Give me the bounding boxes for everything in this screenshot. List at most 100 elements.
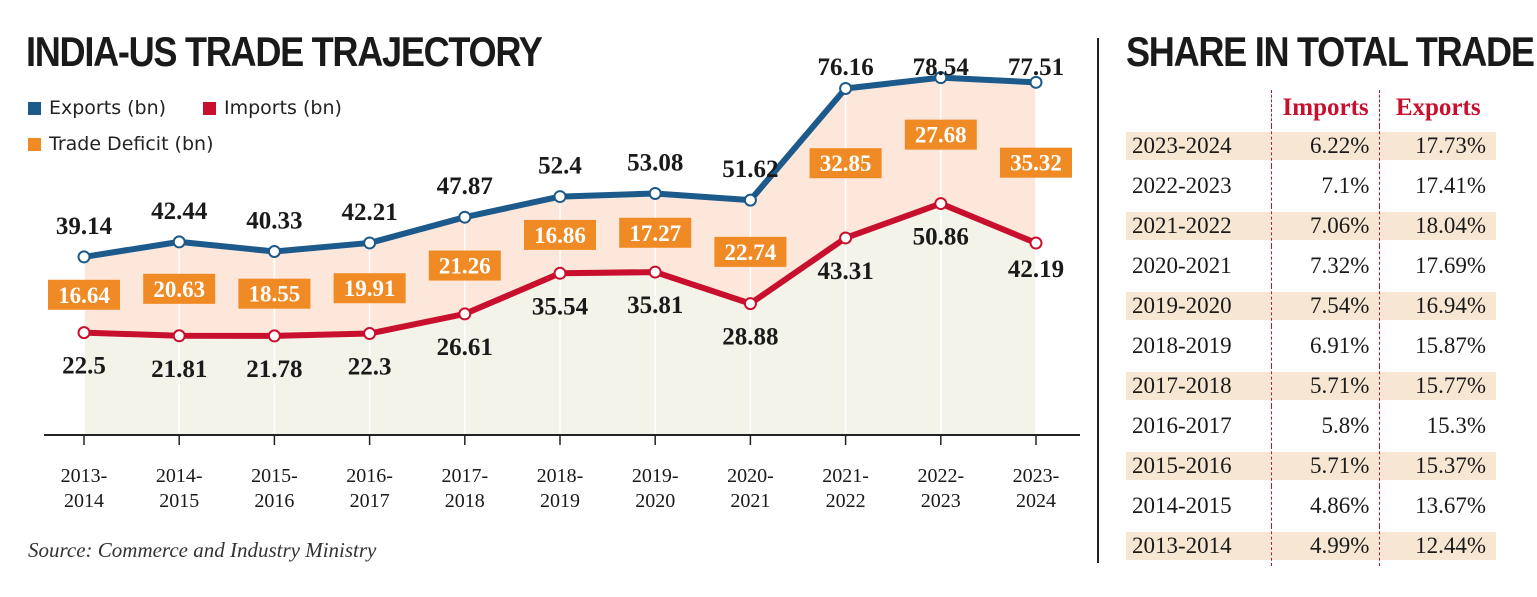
exports-point: [172, 235, 186, 249]
share-row: 2019-2020 7.54% 16.94%: [1126, 286, 1496, 326]
share-header-exports: Exports: [1379, 90, 1496, 126]
imports-data-label: 26.61: [437, 334, 493, 361]
share-row-imports: 5.71%: [1270, 446, 1380, 486]
source-note: Source: Commerce and Industry Ministry: [28, 538, 377, 562]
share-row-exports: 18.04%: [1379, 206, 1496, 246]
deficit-box: [333, 273, 406, 304]
legend-imports-swatch: [203, 101, 216, 115]
deficit-data-label: 27.68: [915, 123, 967, 148]
x-tick-label-line: 2021-: [822, 465, 869, 487]
x-tick-label-line: 2015-: [251, 465, 298, 487]
imports-point: [363, 327, 377, 341]
exports-data-label: 78.54: [913, 54, 970, 81]
x-tick-label: 2017- 2018: [441, 465, 488, 512]
imports-point: [743, 297, 757, 311]
x-tick-label: 2015- 2016: [251, 465, 298, 512]
exports-data-label: 47.87: [437, 173, 493, 200]
x-tick-label-line: 2023: [921, 490, 961, 512]
x-tick-label-line: 2022-: [917, 465, 964, 487]
x-tick-label: 2019- 2020: [632, 465, 679, 512]
x-tick-label-line: 2020: [635, 490, 675, 512]
deficit-data-label: 20.63: [153, 277, 205, 302]
share-row: 2015-2016 5.71% 15.37%: [1126, 446, 1496, 486]
deficit-data-label: 17.27: [629, 221, 681, 246]
legend-deficit: Trade Deficit (bn): [28, 133, 214, 155]
exports-point: [934, 71, 948, 85]
x-tick-label-line: 2018: [445, 490, 485, 512]
x-tick-label-line: 2016-: [346, 465, 393, 487]
exports-data-label: 42.21: [341, 199, 397, 226]
exports-point: [743, 193, 757, 207]
x-tick-label-line: 2022: [826, 490, 866, 512]
deficit-data-label: 16.64: [58, 283, 110, 308]
share-row: 2022-2023 7.1% 17.41%: [1126, 166, 1496, 206]
share-row-exports: 16.94%: [1379, 286, 1496, 326]
chart-title: INDIA-US TRADE TRAJECTORY: [26, 28, 543, 75]
share-table-title: SHARE IN TOTAL TRADE: [1126, 28, 1535, 75]
share-row-year: 2020-2021: [1132, 253, 1232, 278]
share-row-year: 2021-2022: [1126, 206, 1272, 246]
imports-data-label: 50.86: [913, 224, 969, 251]
share-row-imports: 7.06%: [1270, 206, 1380, 246]
share-row-exports: 15.37%: [1379, 446, 1496, 486]
deficit-box: [428, 250, 501, 281]
share-row: 2023-2024 6.22% 17.73%: [1126, 126, 1496, 166]
imports-point: [172, 329, 186, 343]
x-tick-label: 2014- 2015: [156, 465, 203, 512]
x-tick-label: 2020- 2021: [727, 465, 774, 512]
x-tick-label: 2023- 2024: [1013, 465, 1060, 512]
deficit-data-label: 22.74: [725, 240, 777, 265]
share-row-exports: 15.3%: [1379, 406, 1496, 446]
x-tick-label-line: 2015: [159, 490, 199, 512]
share-row-year: 2017-2018: [1126, 366, 1272, 406]
imports-data-label: 42.19: [1008, 256, 1064, 283]
exports-point: [77, 250, 91, 264]
deficit-data-label: 32.85: [820, 151, 872, 176]
imports-point: [1029, 236, 1043, 250]
share-row: 2020-2021 7.32% 17.69%: [1126, 246, 1496, 286]
imports-point: [77, 326, 91, 340]
x-tick-label: 2013- 2014: [61, 465, 108, 512]
x-tick-label-line: 2017-: [441, 465, 488, 487]
exports-data-label: 39.14: [56, 213, 113, 240]
x-tick-label-line: 2018-: [537, 465, 584, 487]
exports-data-label: 40.33: [246, 207, 302, 234]
share-row-exports: 12.44%: [1379, 526, 1496, 566]
share-row-imports: 5.71%: [1270, 366, 1380, 406]
share-row-year: 2015-2016: [1126, 446, 1272, 486]
exports-data-label: 77.51: [1008, 54, 1064, 81]
x-tick-label-line: 2019: [540, 490, 580, 512]
x-tick-label-line: 2024: [1016, 490, 1056, 512]
share-row-year: 2022-2023: [1132, 173, 1232, 198]
share-row-imports: 7.32%: [1270, 246, 1380, 286]
imports-point: [839, 231, 853, 245]
share-row-imports: 4.99%: [1270, 526, 1380, 566]
share-row: 2013-2014 4.99% 12.44%: [1126, 526, 1496, 566]
legend-imports: Imports (bn): [203, 97, 342, 119]
deficit-box: [1000, 147, 1072, 178]
share-row-year: 2013-2014: [1126, 526, 1272, 566]
share-row-imports: 7.54%: [1270, 286, 1380, 326]
exports-point: [648, 186, 662, 200]
deficit-box: [714, 236, 787, 267]
exports-data-label: 53.08: [627, 149, 683, 176]
exports-data-label: 76.16: [817, 54, 873, 81]
imports-point: [934, 197, 948, 211]
x-tick-label: 2022- 2023: [917, 465, 964, 512]
share-row-exports: 15.77%: [1379, 366, 1496, 406]
deficit-data-label: 19.91: [344, 276, 396, 301]
share-row: 2014-2015 4.86% 13.67%: [1126, 486, 1496, 526]
share-header-imports: Imports: [1270, 90, 1380, 126]
legend-exports-label: Exports (bn): [49, 97, 167, 119]
deficit-data-label: 18.55: [249, 282, 301, 307]
deficit-box: [524, 219, 596, 250]
x-tick-label-line: 2013-: [61, 465, 108, 487]
share-row-year: 2018-2019: [1132, 333, 1232, 358]
deficit-box: [143, 273, 216, 304]
legend-exports-swatch: [28, 101, 41, 115]
x-tick-label-line: 2020-: [727, 465, 774, 487]
trade-line-chart: 2013- 2014 2014- 2015 2015- 2016 2016- 2017 2017…: [44, 54, 1080, 512]
deficit-data-label: 21.26: [439, 254, 491, 279]
imports-data-label: 28.88: [722, 324, 778, 351]
share-row: 2016-2017 5.8% 15.3%: [1126, 406, 1496, 446]
